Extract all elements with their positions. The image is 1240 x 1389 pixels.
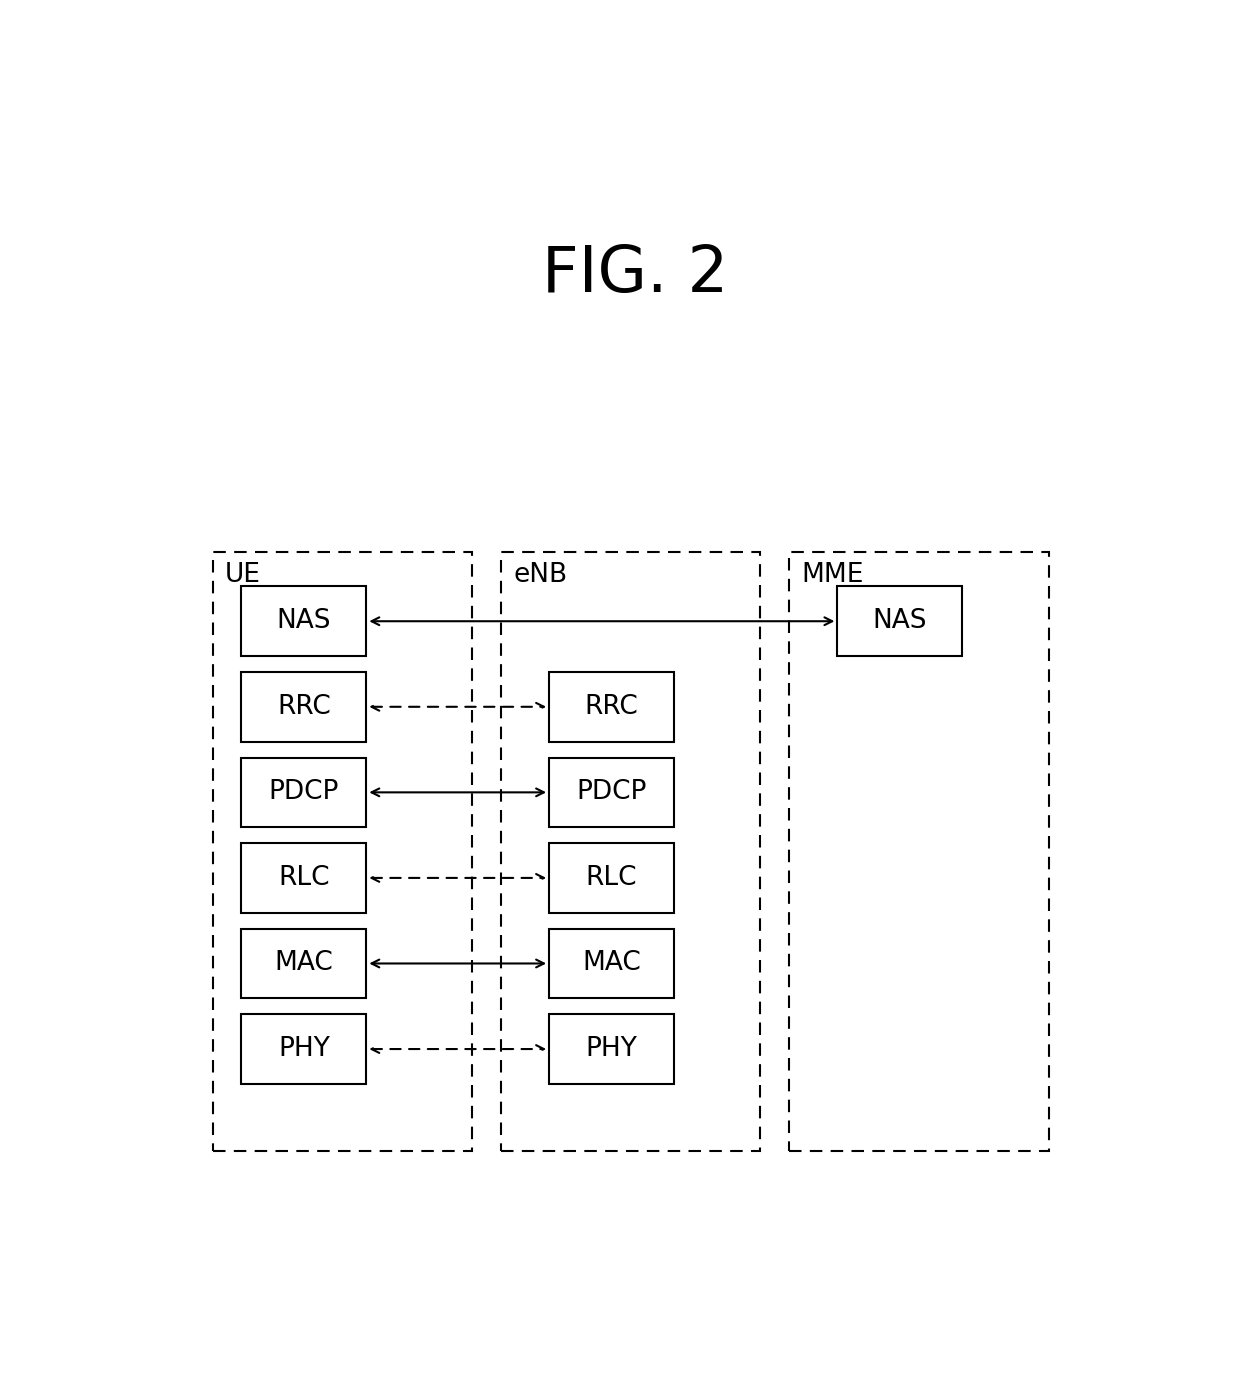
Text: NAS: NAS — [873, 608, 928, 635]
Text: NAS: NAS — [277, 608, 331, 635]
Text: RRC: RRC — [584, 693, 639, 720]
Bar — [242, 757, 367, 826]
Text: PHY: PHY — [585, 1036, 637, 1063]
Bar — [549, 757, 675, 826]
Bar — [549, 672, 675, 742]
Text: RRC: RRC — [277, 693, 331, 720]
Text: RLC: RLC — [585, 865, 637, 890]
Text: MME: MME — [802, 563, 864, 589]
Bar — [242, 929, 367, 999]
Text: PDCP: PDCP — [269, 779, 340, 806]
Bar — [837, 586, 962, 656]
Text: UE: UE — [226, 563, 262, 589]
Bar — [242, 586, 367, 656]
Text: PDCP: PDCP — [577, 779, 647, 806]
Text: PHY: PHY — [278, 1036, 330, 1063]
Text: MAC: MAC — [582, 950, 641, 976]
Bar — [501, 551, 760, 1150]
Bar — [789, 551, 1049, 1150]
Text: FIG. 2: FIG. 2 — [542, 243, 729, 304]
Bar — [242, 672, 367, 742]
Text: eNB: eNB — [513, 563, 568, 589]
Bar — [242, 843, 367, 913]
Bar — [549, 1014, 675, 1083]
Text: RLC: RLC — [278, 865, 330, 890]
Bar — [213, 551, 472, 1150]
Bar — [242, 1014, 367, 1083]
Text: MAC: MAC — [274, 950, 334, 976]
Bar — [549, 929, 675, 999]
Bar — [549, 843, 675, 913]
